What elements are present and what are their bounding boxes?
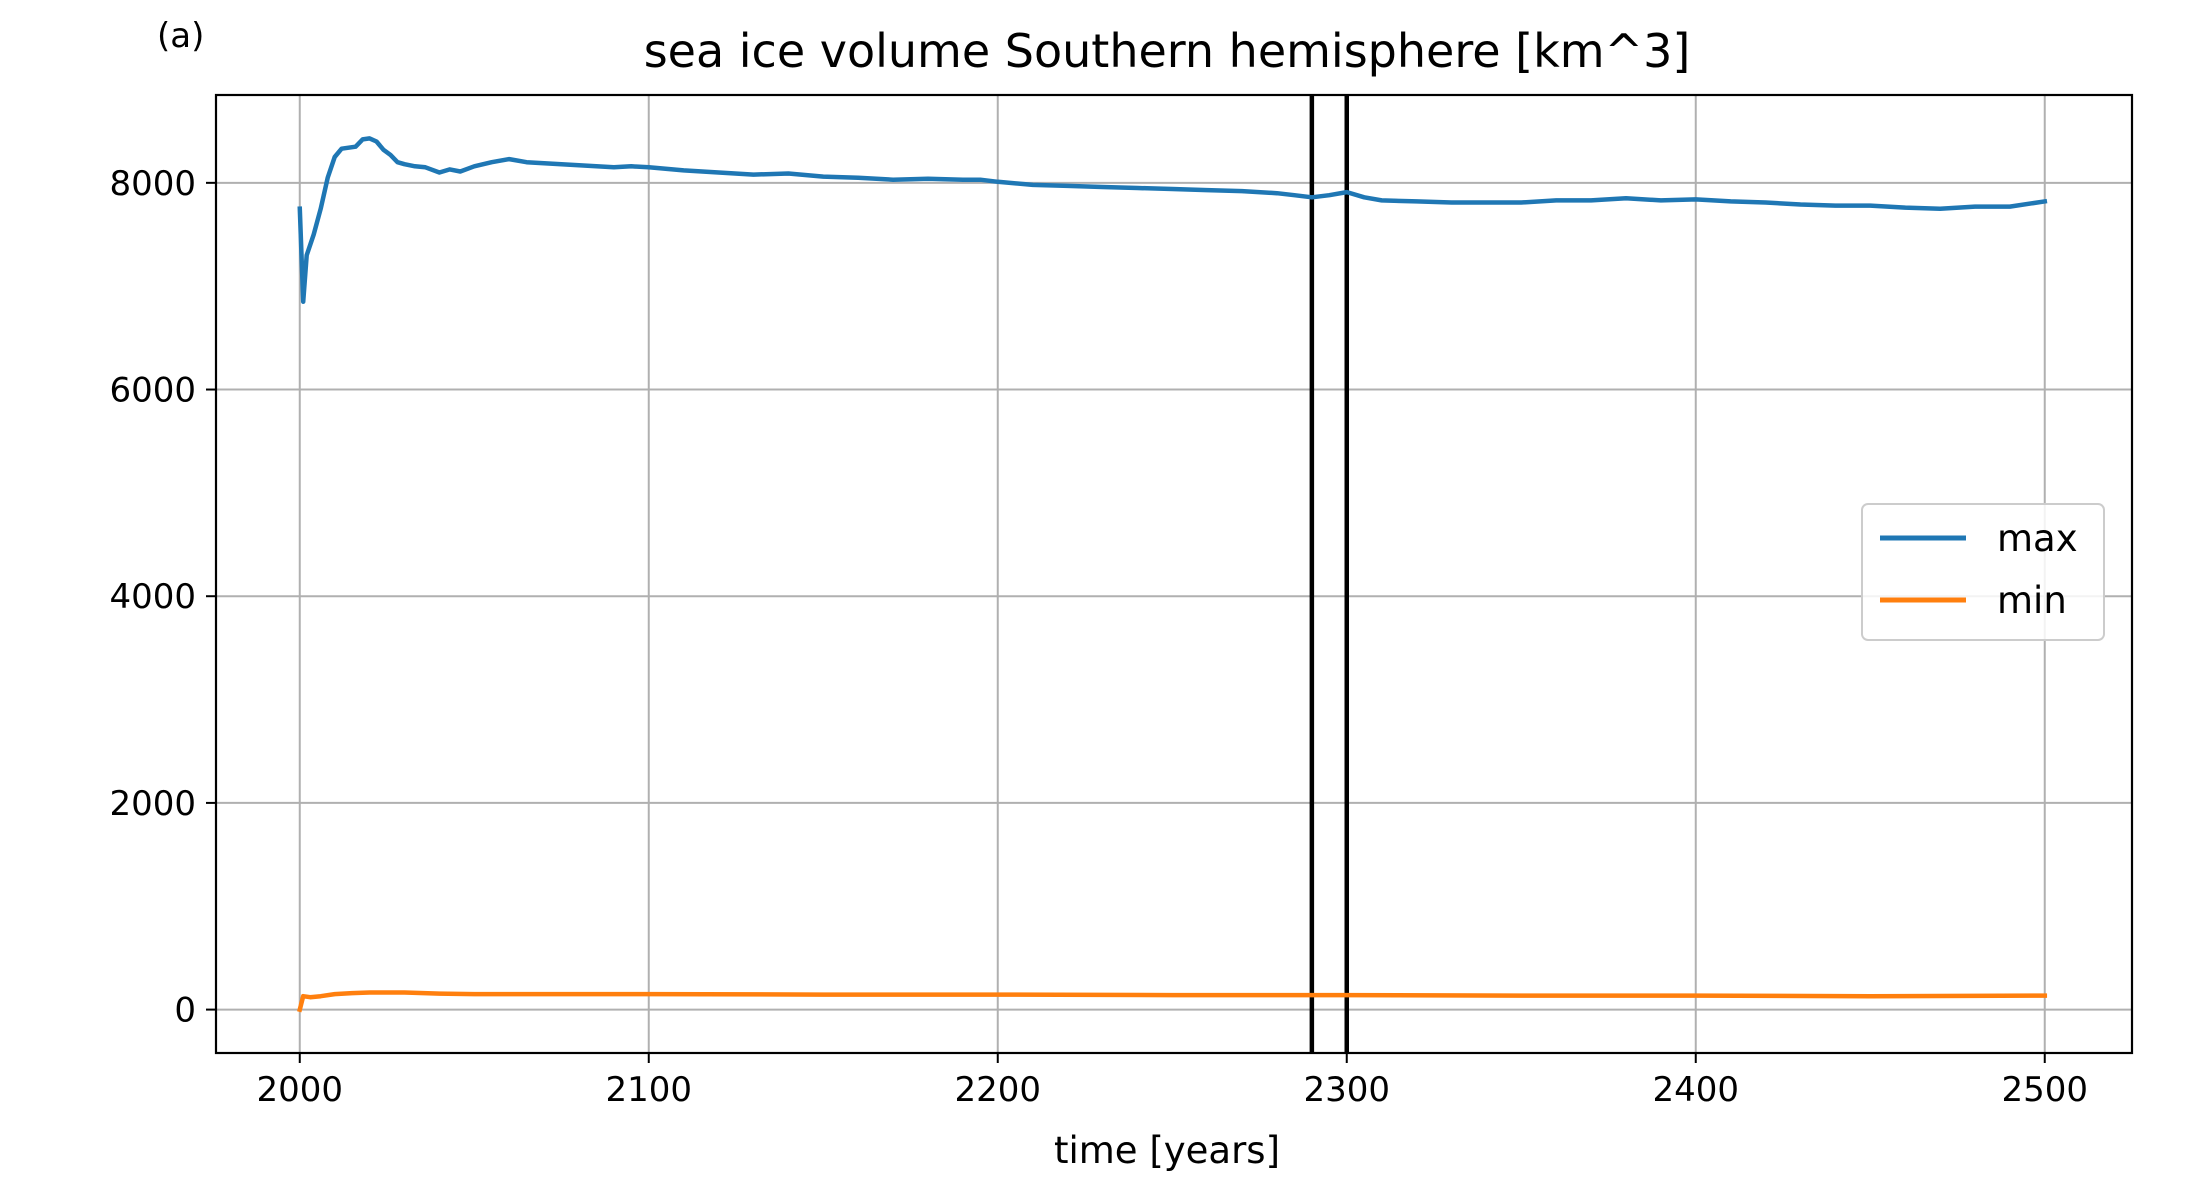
y-tick-label-0: 0 — [174, 991, 196, 1031]
chart-title: sea ice volume Southern hemisphere [km^3… — [644, 24, 1691, 78]
plot-frame — [214, 93, 2134, 1055]
y-tick-label-8000: 8000 — [109, 164, 196, 204]
vertical-marker-lines — [1309, 95, 1350, 1053]
x-tick-label-2400: 2400 — [1652, 1070, 1739, 1110]
x-tick-label-2300: 2300 — [1303, 1070, 1390, 1110]
y-tick-label-6000: 6000 — [109, 371, 196, 411]
series-line-max — [297, 136, 2048, 304]
x-axis-label: time [years] — [1054, 1129, 1280, 1172]
legend-label-max: max — [1997, 517, 2078, 560]
x-tick-label-2500: 2500 — [2001, 1070, 2088, 1110]
series-line-min — [297, 990, 2048, 1013]
y-axis-ticks: 0 2000 4000 6000 8000 — [109, 164, 216, 1031]
x-tick-label-2000: 2000 — [256, 1070, 343, 1110]
panel-label: (a) — [157, 16, 204, 56]
legend-label-min: min — [1997, 579, 2067, 622]
y-tick-label-2000: 2000 — [109, 784, 196, 824]
series-lines — [297, 136, 2048, 1013]
y-tick-label-4000: 4000 — [109, 577, 196, 617]
legend: max min — [1861, 503, 2105, 641]
x-tick-label-2200: 2200 — [954, 1070, 1041, 1110]
grid-lines — [216, 95, 2132, 1053]
x-axis-ticks: 2000 2100 2200 2300 2400 2500 — [256, 1053, 2088, 1110]
x-tick-label-2100: 2100 — [605, 1070, 692, 1110]
